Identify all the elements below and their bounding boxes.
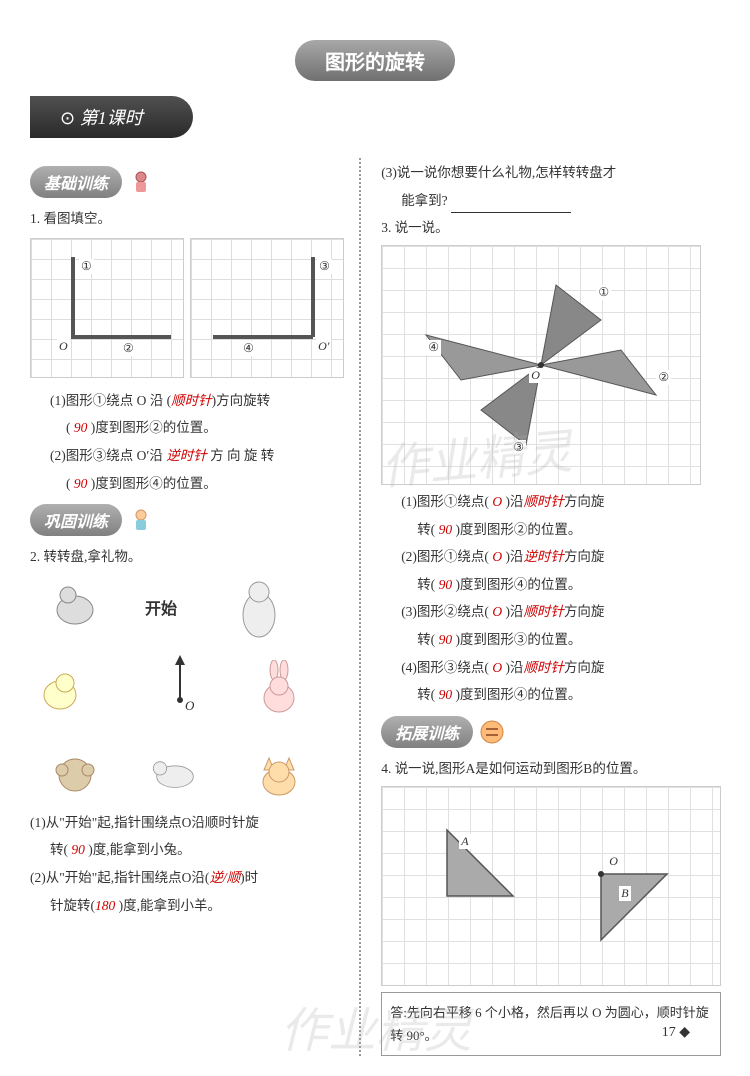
triangle-grid: A O B bbox=[381, 786, 721, 986]
wind-1: ① bbox=[596, 285, 611, 300]
q2-1: (1)从"开始"起,指针围绕点O沿顺时针旋 bbox=[30, 810, 344, 836]
label-2: ② bbox=[121, 341, 136, 356]
monkey-icon bbox=[50, 750, 100, 800]
bear-icon bbox=[234, 580, 284, 630]
lesson-tab: 第1课时 bbox=[30, 96, 193, 138]
wind-4: ④ bbox=[426, 340, 441, 355]
q1-2: (2)图形③绕点 O′沿 逆时针 方 向 旋 转 bbox=[30, 443, 344, 469]
wind-3: ③ bbox=[511, 440, 526, 455]
boy-writing-icon bbox=[128, 507, 154, 533]
label-3: ③ bbox=[317, 259, 332, 274]
page-title-wrap: 图形的旋转 bbox=[30, 40, 720, 96]
spinner: 开始 O bbox=[30, 580, 344, 800]
label-4: ④ bbox=[241, 341, 256, 356]
left-column: 基础训练 1. 看图填空。 ① ② O ③ ④ O′ (1)图形①绕点 O 沿 … bbox=[30, 158, 361, 1056]
spinner-O: O bbox=[185, 698, 194, 714]
section-consol: 巩固训练 bbox=[30, 504, 122, 536]
wind-O: O bbox=[529, 368, 542, 383]
windmill-grid: ① ② ③ ④ O bbox=[381, 245, 701, 485]
cat-icon bbox=[254, 750, 304, 800]
q4-head: 4. 说一说,图形A是如何运动到图形B的位置。 bbox=[381, 756, 721, 782]
section-extend: 拓展训练 bbox=[381, 716, 473, 748]
q1-head: 1. 看图填空。 bbox=[30, 206, 344, 232]
page-title: 图形的旋转 bbox=[295, 40, 455, 81]
chick-icon bbox=[35, 665, 85, 715]
girl-writing-icon bbox=[128, 169, 154, 195]
right-column: (3)说一说你想要什么礼物,怎样转转盘才 能拿到? 3. 说一说。 ① ② ③ … bbox=[371, 158, 721, 1056]
tri-O: O bbox=[607, 854, 620, 869]
goat-icon bbox=[150, 750, 200, 800]
q1-1: (1)图形①绕点 O 沿 (顺时针)方向旋转 bbox=[30, 388, 344, 414]
section-basic: 基础训练 bbox=[30, 166, 122, 198]
tiger-icon bbox=[479, 719, 505, 745]
grid-2: ③ ④ O′ bbox=[190, 238, 344, 378]
rabbit-icon bbox=[254, 660, 304, 710]
blank-line[interactable] bbox=[451, 197, 571, 213]
q1-grids: ① ② O ③ ④ O′ bbox=[30, 238, 344, 378]
wind-2: ② bbox=[656, 370, 671, 385]
grid-1: ① ② O bbox=[30, 238, 184, 378]
dog-icon bbox=[50, 580, 100, 630]
label-1: ① bbox=[79, 259, 94, 274]
q2-3a: (3)说一说你想要什么礼物,怎样转转盘才 bbox=[381, 160, 721, 186]
q2-2: (2)从"开始"起,指针围绕点O沿(逆/顺)时 bbox=[30, 865, 344, 891]
start-label: 开始 bbox=[145, 595, 177, 619]
label-O: O bbox=[57, 339, 70, 354]
q2-head: 2. 转转盘,拿礼物。 bbox=[30, 544, 344, 570]
tri-A: A bbox=[459, 834, 470, 849]
q3-head: 3. 说一说。 bbox=[381, 215, 721, 241]
tri-B: B bbox=[619, 886, 630, 901]
label-Op: O′ bbox=[316, 339, 331, 354]
page-number: 17 ◆ bbox=[662, 1024, 690, 1041]
